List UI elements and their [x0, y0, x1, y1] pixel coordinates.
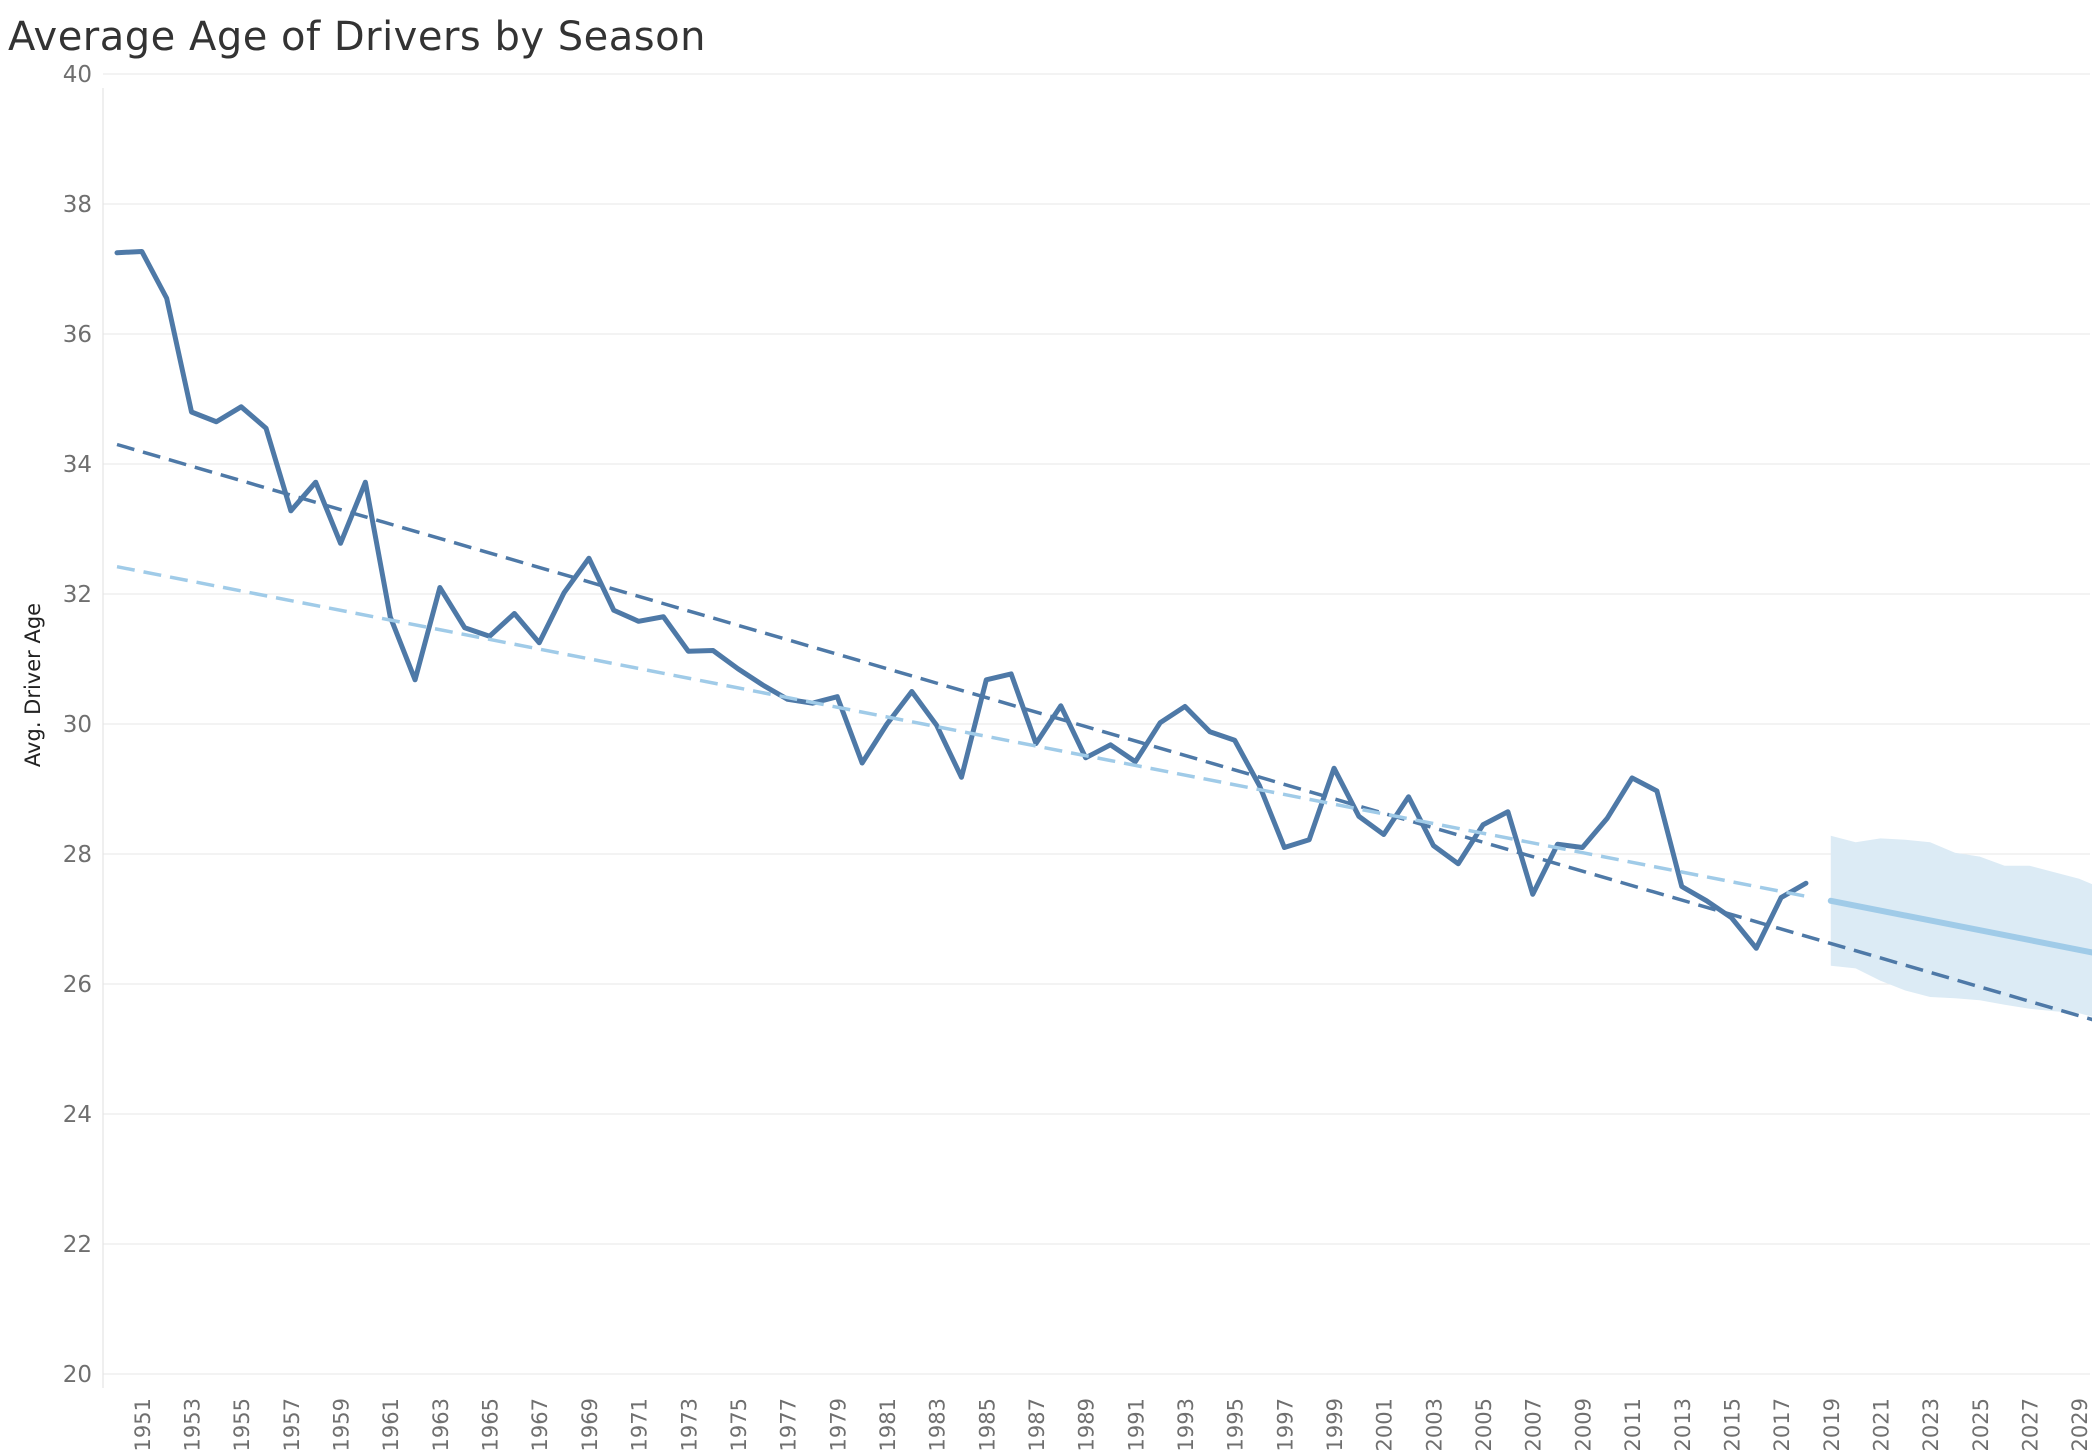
x-tick-label: 1985 [975, 1398, 999, 1451]
y-tick-label: 30 [63, 712, 92, 738]
y-tick-label: 36 [63, 322, 92, 348]
x-tick-label: 1953 [181, 1398, 205, 1451]
x-tick-label: 2021 [1869, 1398, 1893, 1451]
x-tick-label: 1975 [727, 1398, 751, 1451]
x-tick-label: 2003 [1422, 1398, 1446, 1451]
trend-line-2 [116, 564, 1807, 898]
y-axis-ticks: 20 22 24 26 28 30 32 34 36 38 40 [63, 62, 92, 1388]
y-tick-label: 34 [63, 452, 92, 478]
y-tick-label: 26 [63, 972, 92, 998]
x-tick-label: 1971 [628, 1398, 652, 1451]
avg-driver-age-line [114, 248, 1809, 951]
x-tick-label: 1973 [677, 1398, 701, 1451]
x-tick-label: 1983 [926, 1398, 950, 1451]
x-tick-label: 1961 [379, 1398, 403, 1451]
y-tick-label: 24 [63, 1102, 92, 1128]
chart-title: Average Age of Drivers by Season [8, 14, 706, 60]
x-tick-label: 1991 [1124, 1398, 1148, 1451]
x-tick-label: 1979 [826, 1398, 850, 1451]
x-tick-label: 1951 [131, 1398, 155, 1451]
x-tick-label: 1977 [777, 1398, 801, 1451]
y-tick-label: 38 [63, 192, 92, 218]
x-tick-label: 2015 [1720, 1398, 1744, 1451]
x-tick-label: 2013 [1671, 1398, 1695, 1451]
x-tick-label: 1957 [280, 1398, 304, 1451]
x-tick-label: 1965 [479, 1398, 503, 1451]
y-tick-label: 28 [63, 842, 92, 868]
trend-line-1 [116, 442, 2092, 1022]
x-tick-label: 1955 [230, 1398, 254, 1451]
x-tick-label: 1997 [1273, 1398, 1297, 1451]
x-tick-label: 1981 [876, 1398, 900, 1451]
gridlines [102, 73, 2090, 1388]
x-tick-label: 2011 [1621, 1398, 1645, 1451]
y-axis-title: Avg. Driver Age [21, 603, 45, 767]
x-tick-label: 1999 [1323, 1398, 1347, 1451]
x-tick-label: 2023 [1919, 1398, 1943, 1451]
x-axis-ticks: 1951 1953 1955 1957 1959 1961 1963 1965 1967 1969… [131, 1398, 2092, 1451]
series-layer [114, 248, 2092, 1022]
x-tick-label: 2005 [1472, 1398, 1496, 1451]
x-tick-label: 2025 [1969, 1398, 1993, 1451]
forecast-line [1827, 897, 2092, 956]
x-tick-label: 1963 [429, 1398, 453, 1451]
x-tick-label: 2001 [1373, 1398, 1397, 1451]
y-tick-label: 40 [63, 62, 92, 88]
x-tick-label: 1967 [528, 1398, 552, 1451]
x-tick-label: 1959 [330, 1398, 354, 1451]
x-tick-label: 1995 [1224, 1398, 1248, 1451]
x-tick-label: 1993 [1174, 1398, 1198, 1451]
x-tick-label: 2027 [2018, 1398, 2042, 1451]
x-tick-label: 2029 [2068, 1398, 2092, 1451]
y-tick-label: 20 [63, 1362, 92, 1388]
x-tick-label: 2019 [1820, 1398, 1844, 1451]
y-tick-label: 22 [63, 1232, 92, 1258]
x-tick-label: 2009 [1571, 1398, 1595, 1451]
y-tick-label: 32 [63, 582, 92, 608]
x-tick-label: 2017 [1770, 1398, 1794, 1451]
x-tick-label: 2007 [1522, 1398, 1546, 1451]
x-tick-label: 1969 [578, 1398, 602, 1451]
x-tick-label: 1989 [1075, 1398, 1099, 1451]
x-tick-label: 1987 [1025, 1398, 1049, 1451]
